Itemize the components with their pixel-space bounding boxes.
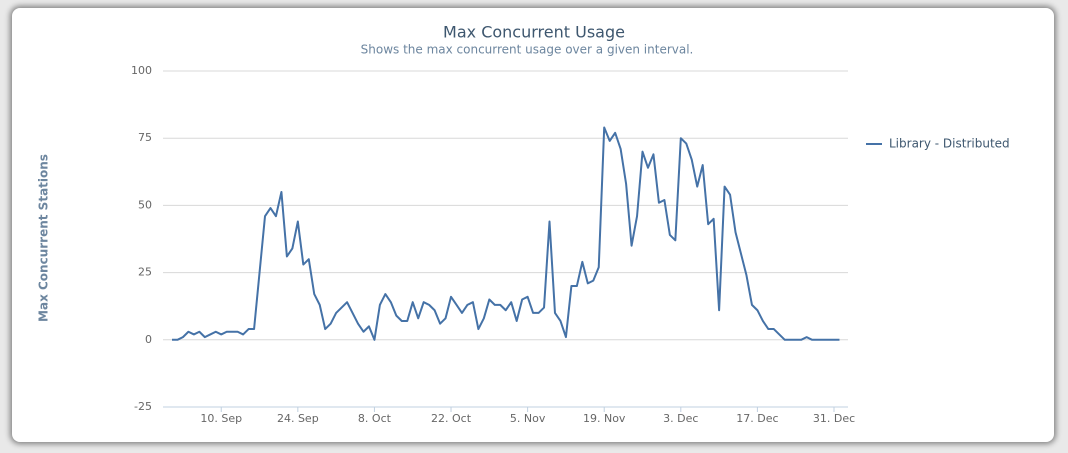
chart-title: Max Concurrent Usage — [443, 23, 625, 42]
x-tick-label: 3. Dec — [663, 412, 698, 425]
y-tick-label: 50 — [138, 198, 152, 211]
x-tick-label: 31. Dec — [813, 412, 855, 425]
x-tick-label: 17. Dec — [736, 412, 778, 425]
legend-label: Library - Distributed — [889, 137, 1010, 151]
x-tick-label: 8. Oct — [358, 412, 392, 425]
y-tick-label: -25 — [134, 400, 152, 413]
x-tick-label: 5. Nov — [510, 412, 546, 425]
y-axis-title: Max Concurrent Stations — [37, 154, 51, 322]
y-tick-label: 75 — [138, 131, 152, 144]
chart-subtitle: Shows the max concurrent usage over a gi… — [361, 43, 694, 57]
x-tick-label: 24. Sep — [277, 412, 319, 425]
y-tick-label: 25 — [138, 266, 152, 279]
series-line — [172, 126, 840, 341]
y-tick-label: 0 — [145, 333, 152, 346]
chart-card — [12, 8, 1054, 442]
x-tick-label: 19. Nov — [583, 412, 626, 425]
y-tick-label: 100 — [131, 64, 152, 77]
x-tick-label: 10. Sep — [200, 412, 242, 425]
x-tick-label: 22. Oct — [431, 412, 472, 425]
